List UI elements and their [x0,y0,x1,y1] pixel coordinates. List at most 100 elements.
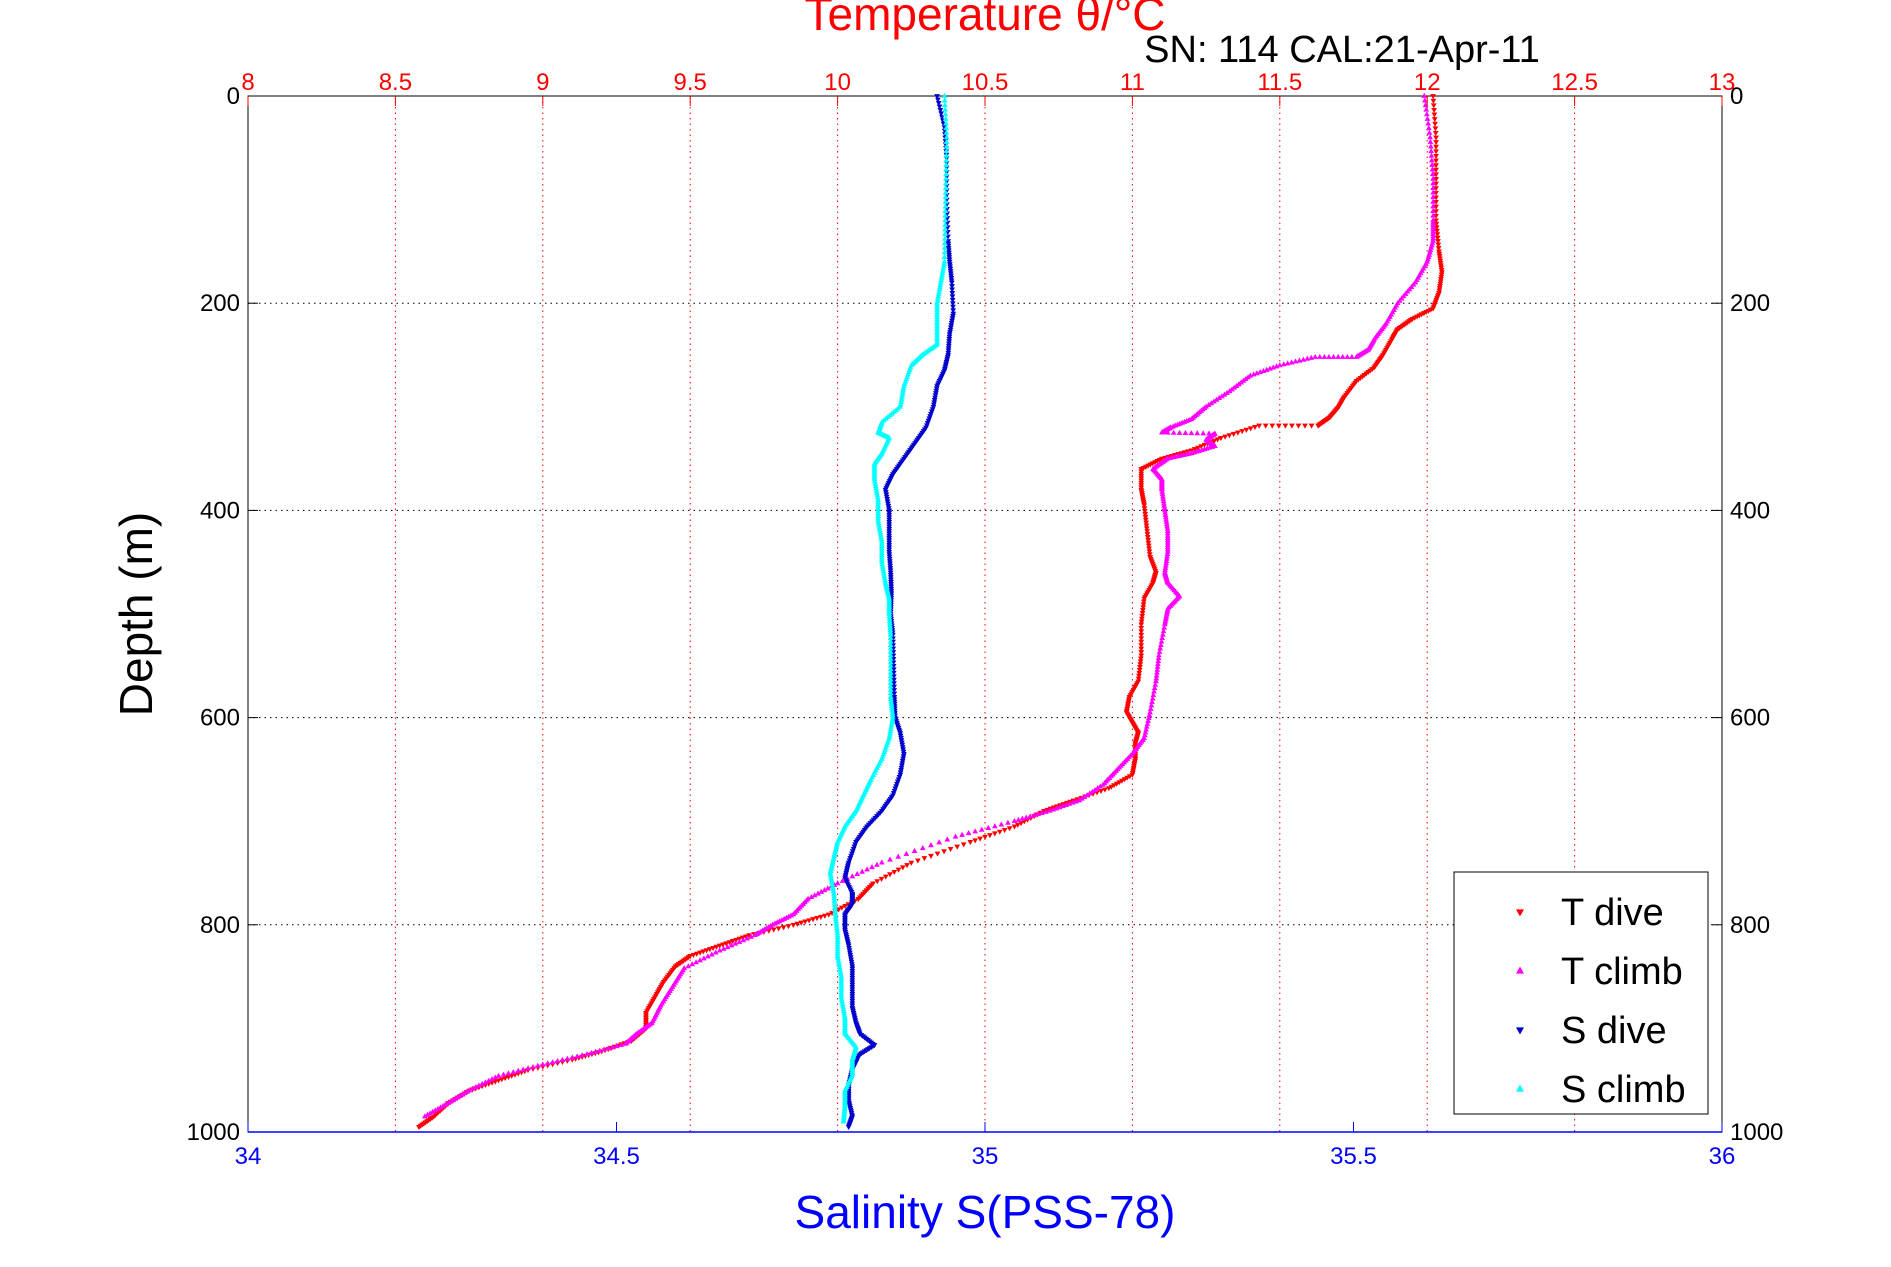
data-point-t-climb [476,1082,482,1088]
data-point-t-climb [500,1071,507,1077]
data-point-t-climb [1200,430,1207,436]
data-point-t-dive [1138,646,1145,652]
temperature-tick-label: 11 [1120,69,1145,96]
data-point-t-climb [622,1040,629,1046]
data-point-t-climb [1308,354,1315,360]
data-point-t-climb [701,955,707,961]
data-point-t-dive [1434,228,1440,234]
temperature-tick-label: 9 [536,69,549,96]
data-point-t-dive [1141,509,1148,515]
data-point-t-dive [1141,599,1147,605]
data-point-t-climb [1069,799,1076,805]
data-point-t-dive [947,846,954,853]
data-point-t-dive [1138,622,1145,628]
data-point-t-climb [605,1045,612,1051]
data-point-t-climb [618,1041,624,1047]
data-point-t-climb [720,945,727,951]
data-point-t-dive [991,831,998,837]
data-point-t-climb [515,1067,522,1073]
data-point-t-climb [895,853,902,859]
data-point-t-climb [874,861,880,867]
data-point-s-climb [941,92,948,98]
data-point-t-climb [535,1062,541,1068]
data-point-t-climb [525,1065,531,1071]
data-point-t-dive [1239,429,1245,435]
data-point-t-climb [712,949,719,955]
data-point-t-climb [1428,152,1435,158]
data-point-t-dive [1289,423,1295,429]
data-point-t-climb [985,824,992,830]
data-point-t-climb [808,893,815,900]
data-point-t-climb [495,1072,502,1078]
data-point-t-dive [1143,520,1150,526]
data-point-t-dive [1141,503,1148,509]
data-point-t-climb [1273,363,1280,369]
data-point-t-climb [609,1044,616,1050]
data-point-t-dive [987,833,993,839]
data-point-t-climb [878,859,885,865]
data-point-t-climb [564,1055,571,1061]
data-point-t-dive [1138,636,1145,642]
salinity-tick-label: 35 [972,1143,999,1170]
data-point-t-dive [1006,826,1013,832]
data-point-t-dive [874,879,881,885]
data-point-t-climb [1208,400,1215,406]
data-point-t-climb [1213,396,1220,402]
data-point-t-dive [1142,514,1149,520]
legend-marker-s-dive [1515,1027,1525,1035]
legend-marker-s-climb [1515,1084,1525,1092]
data-point-t-dive [1146,549,1153,555]
data-point-t-climb [1321,353,1328,359]
data-point-t-climb [978,826,985,832]
depth-tick-label-right: 1000 [1730,1119,1783,1146]
data-point-t-climb [1081,793,1088,799]
data-point-t-climb [472,1084,479,1090]
data-point-t-climb [1086,790,1093,796]
temperature-tick-label: 10 [824,69,851,96]
data-point-t-dive [977,836,983,842]
data-point-t-dive [1262,423,1269,429]
salinity-tick-label: 36 [1709,1143,1736,1170]
data-point-t-dive [1138,656,1144,662]
data-point-t-climb [1194,430,1201,436]
temperature-tick-label: 11.5 [1257,69,1302,96]
data-point-t-dive [1138,650,1145,656]
data-point-t-climb [437,1104,444,1110]
data-point-t-climb [1424,111,1430,117]
data-point-t-dive [1252,424,1258,431]
data-point-t-climb [1182,429,1189,436]
data-point-t-climb [1349,353,1355,359]
data-point-t-dive [1433,163,1439,169]
temperature-tick-label: 10.5 [962,69,1009,96]
data-point-t-climb [1043,808,1049,814]
data-point-t-climb [1023,814,1030,820]
data-point-t-climb [928,842,934,848]
data-point-t-climb [549,1059,556,1065]
data-point-t-dive [908,860,915,866]
data-point-t-dive [818,914,824,920]
data-point-t-dive [1143,526,1150,532]
data-point-t-climb [936,839,942,845]
data-point-t-dive [1136,673,1142,679]
depth-tick-label-right: 600 [1730,705,1770,732]
data-point-s-dive [949,294,956,300]
data-point-t-climb [1316,353,1323,359]
data-point-t-climb [1300,356,1307,362]
data-point-t-dive [1139,610,1146,617]
data-point-t-dive [1430,94,1436,100]
data-point-t-climb [685,963,692,969]
data-point-t-climb [469,1085,476,1091]
data-point-t-climb [1284,360,1291,366]
data-point-t-dive [1141,596,1148,602]
data-point-t-dive [1144,529,1150,535]
data-point-t-climb [705,953,711,959]
data-point-t-dive [1433,158,1439,164]
data-point-s-dive [845,1124,852,1131]
data-point-t-dive [934,851,941,857]
data-point-t-dive [1146,546,1152,552]
data-point-s-dive [950,304,956,310]
data-point-t-climb [1326,353,1332,359]
data-point-t-climb [613,1043,620,1049]
data-point-t-climb [1039,809,1045,816]
